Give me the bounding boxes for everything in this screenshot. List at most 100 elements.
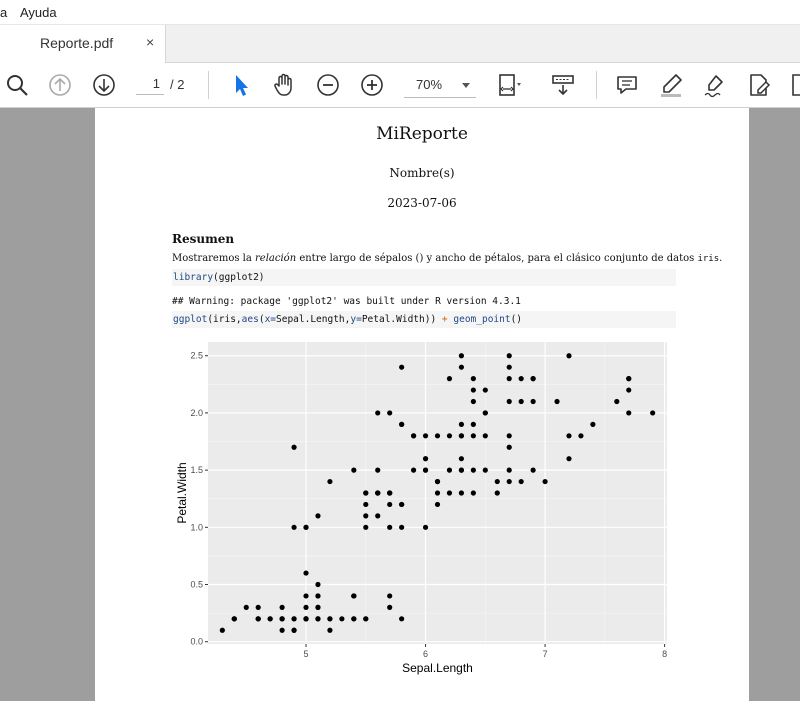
document-title: MiReporte <box>376 124 468 144</box>
data-point <box>410 433 417 439</box>
data-point <box>530 467 536 473</box>
page-total: / 2 <box>170 77 185 92</box>
menu-bar: a Ayuda <box>0 0 800 25</box>
data-point <box>470 421 476 427</box>
chevron-down-icon <box>462 83 470 88</box>
data-point <box>387 604 393 610</box>
data-point <box>482 467 488 473</box>
data-point <box>339 616 345 622</box>
data-point <box>518 376 524 382</box>
select-tool-button[interactable] <box>226 70 256 100</box>
data-point <box>315 616 321 622</box>
zoom-in-button[interactable] <box>357 70 387 100</box>
data-point <box>291 444 297 450</box>
data-point <box>542 478 548 485</box>
data-point <box>303 593 309 599</box>
data-point <box>590 421 596 427</box>
data-point <box>399 501 405 508</box>
document-viewer[interactable]: MiReporte Nombre(s) 2023-07-06 Resumen M… <box>0 108 800 701</box>
data-point <box>446 490 453 496</box>
data-point <box>291 627 297 633</box>
menu-item-help[interactable]: Ayuda <box>20 5 57 20</box>
search-button[interactable] <box>2 70 32 100</box>
data-point <box>422 467 429 473</box>
data-point <box>375 490 381 496</box>
y-tick-label: 2.0 <box>190 408 203 418</box>
tab-reporte[interactable]: Reporte.pdf × <box>0 25 166 63</box>
menu-item-partial[interactable]: a <box>0 5 8 20</box>
data-point <box>446 433 453 439</box>
data-point <box>470 433 476 439</box>
scroll-mode-button[interactable] <box>548 70 578 100</box>
data-point <box>399 421 405 427</box>
data-point <box>315 513 321 519</box>
data-point <box>375 513 381 519</box>
data-point <box>291 616 297 622</box>
data-point <box>387 593 393 599</box>
data-point <box>458 456 465 462</box>
data-point <box>458 467 465 473</box>
data-point <box>434 478 441 485</box>
data-point <box>363 490 369 496</box>
x-tick-label: 5 <box>304 649 309 659</box>
search-icon <box>7 75 28 96</box>
document-icon <box>792 74 800 96</box>
comment-button[interactable] <box>612 70 642 100</box>
previous-page-button[interactable] <box>45 70 75 100</box>
data-point <box>303 616 309 622</box>
zoom-select[interactable]: 70% <box>404 73 476 98</box>
edit-pdf-button[interactable] <box>744 70 774 100</box>
warning-output: ## Warning: package 'ggplot2' was built … <box>172 296 521 307</box>
select-cursor-icon <box>236 75 248 96</box>
data-point <box>434 501 441 508</box>
y-tick-label: 2.5 <box>190 351 203 361</box>
data-point <box>470 467 476 473</box>
data-point <box>482 387 488 393</box>
data-point <box>243 604 249 610</box>
x-tick-label: 8 <box>662 649 667 659</box>
data-point <box>482 433 488 439</box>
sign-button[interactable] <box>700 70 730 100</box>
data-point <box>554 398 560 405</box>
next-page-button[interactable] <box>89 70 119 100</box>
data-point <box>363 524 369 530</box>
data-point <box>470 376 476 382</box>
data-point <box>458 421 465 427</box>
data-point <box>518 398 524 405</box>
data-point <box>375 467 381 473</box>
hand-tool-icon <box>274 73 292 96</box>
data-point <box>482 410 488 416</box>
abstract-heading: Resumen <box>172 232 235 246</box>
abstract-text: Mostraremos la relación entre largo de s… <box>172 253 723 264</box>
data-point <box>446 376 453 382</box>
y-tick-label: 1.0 <box>190 522 203 532</box>
data-point <box>387 524 393 530</box>
tab-close-button[interactable]: × <box>146 34 155 50</box>
more-tools-button[interactable] <box>786 70 800 100</box>
page-fit-button[interactable] <box>494 70 524 100</box>
data-point <box>446 467 453 473</box>
scatter-plot: 5 6 7 8 0.0 0.5 1.0 1.5 2.0 2.5 Sepal.Length Petal.… <box>175 342 667 675</box>
data-point <box>315 581 321 588</box>
zoom-in-icon <box>361 74 383 96</box>
data-point <box>279 627 285 633</box>
x-tick-label: 7 <box>543 649 548 659</box>
page-number-input[interactable] <box>136 73 164 95</box>
page-up-icon <box>49 74 71 96</box>
data-point <box>470 490 476 496</box>
data-point <box>291 524 297 530</box>
data-point <box>650 410 656 416</box>
sign-icon <box>704 75 723 98</box>
data-point <box>434 490 441 496</box>
hand-tool-button[interactable] <box>269 70 299 100</box>
data-point <box>363 616 369 622</box>
data-point <box>375 410 381 416</box>
data-point <box>351 616 357 622</box>
highlight-button[interactable] <box>656 70 686 100</box>
zoom-out-button[interactable] <box>313 70 343 100</box>
document-author: Nombre(s) <box>389 166 455 180</box>
page-fit-icon <box>499 74 521 96</box>
code-block-library: library(ggplot2) <box>172 269 676 286</box>
data-point <box>315 593 321 599</box>
data-point <box>279 604 285 610</box>
